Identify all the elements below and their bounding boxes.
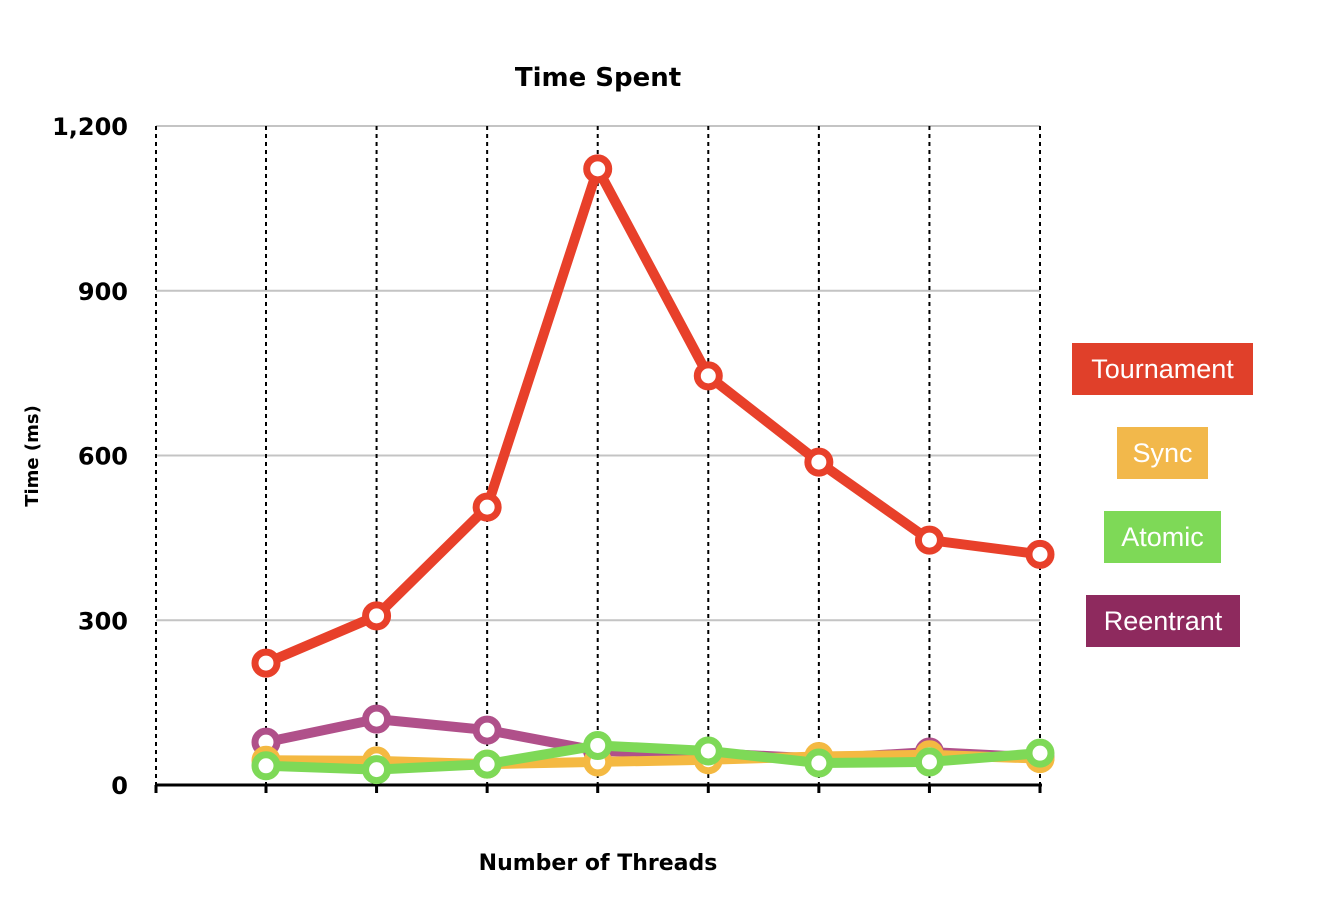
series-line-atomic bbox=[261, 740, 1045, 775]
x-axis-label: Number of Threads bbox=[479, 851, 718, 876]
point-atomic-5[interactable] bbox=[804, 748, 834, 778]
point-tournament-6[interactable] bbox=[914, 525, 944, 555]
point-atomic-3[interactable] bbox=[583, 730, 613, 760]
point-tournament-7[interactable] bbox=[1025, 539, 1055, 569]
point-tournament-4[interactable] bbox=[693, 361, 723, 391]
axes bbox=[154, 783, 1042, 793]
point-tournament-3[interactable] bbox=[583, 154, 613, 184]
legend-sync[interactable]: Sync bbox=[1117, 427, 1208, 479]
point-atomic-6[interactable] bbox=[914, 747, 944, 777]
legend-atomic[interactable]: Atomic bbox=[1104, 511, 1221, 563]
vertical-gridlines bbox=[155, 126, 1041, 793]
y-tick-label-3: 900 bbox=[78, 278, 128, 306]
point-atomic-0[interactable] bbox=[251, 751, 281, 781]
y-tick-label-0: 0 bbox=[111, 772, 128, 800]
y-tick-labels: 0 300 600 900 1,200 bbox=[52, 113, 128, 800]
legend-tournament[interactable]: Tournament bbox=[1072, 343, 1253, 395]
series-tournament bbox=[251, 154, 1055, 678]
point-atomic-2[interactable] bbox=[472, 749, 502, 779]
y-axis-label: Time (ms) bbox=[22, 405, 43, 507]
point-reentrant-2[interactable] bbox=[472, 715, 502, 745]
series-group bbox=[251, 154, 1055, 785]
chart-title: Time Spent bbox=[515, 63, 681, 93]
point-tournament-2[interactable] bbox=[472, 492, 502, 522]
series-atomic bbox=[251, 730, 1055, 785]
series-line-sync bbox=[261, 749, 1045, 770]
point-atomic-1[interactable] bbox=[362, 755, 392, 785]
y-tick-label-4: 1,200 bbox=[52, 113, 128, 141]
series-line-tournament bbox=[261, 163, 1045, 669]
y-tick-label-2: 600 bbox=[78, 443, 128, 471]
point-tournament-1[interactable] bbox=[362, 601, 392, 631]
point-tournament-5[interactable] bbox=[804, 447, 834, 477]
point-atomic-7[interactable] bbox=[1025, 738, 1055, 768]
point-tournament-0[interactable] bbox=[251, 648, 281, 678]
legend-reentrant[interactable]: Reentrant bbox=[1086, 595, 1240, 647]
point-atomic-4[interactable] bbox=[693, 736, 723, 766]
y-tick-label-1: 300 bbox=[78, 607, 128, 635]
point-reentrant-1[interactable] bbox=[362, 704, 392, 734]
